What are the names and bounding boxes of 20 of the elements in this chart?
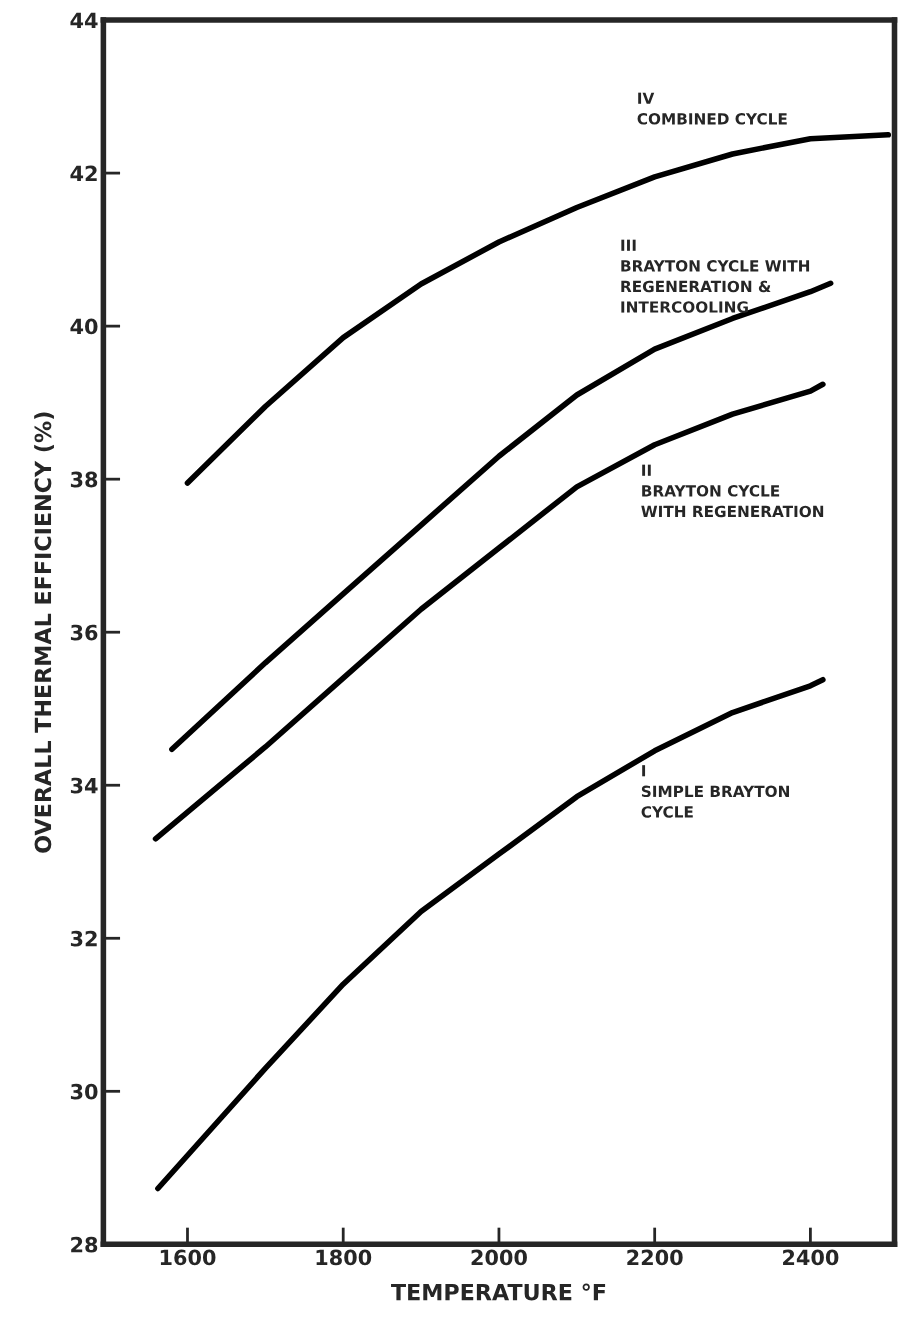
y-axis-title: OVERALL THERMAL EFFICIENCY (%) <box>34 412 54 853</box>
series-label: IV COMBINED CYCLE <box>637 92 787 125</box>
y-tick-label: 36 <box>70 624 98 641</box>
series-label: I SIMPLE BRAYTON CYCLE <box>641 765 789 818</box>
y-tick-label: 32 <box>70 930 97 947</box>
x-tick-label: 2400 <box>783 1249 839 1266</box>
y-tick-label: 28 <box>71 1236 98 1253</box>
series-label: III BRAYTON CYCLE WITH REGENERATION & INTERCOOLING <box>621 239 810 313</box>
x-axis-title: TEMPERATURE °F <box>391 1283 606 1301</box>
y-tick-label: 40 <box>70 318 98 335</box>
y-tick-label: 44 <box>70 12 98 28</box>
series-label: II BRAYTON CYCLE WITH REGENERATION <box>641 464 824 518</box>
x-tick-label: 1800 <box>316 1249 372 1266</box>
x-tick-label: 2200 <box>627 1249 683 1266</box>
x-tick-label: 1600 <box>160 1249 216 1266</box>
y-tick-label: 34 <box>70 777 98 794</box>
x-tick-label: 2000 <box>471 1249 527 1266</box>
y-tick-label: 42 <box>70 165 97 182</box>
y-tick-label: 38 <box>70 471 98 488</box>
y-tick-label: 30 <box>70 1083 98 1100</box>
